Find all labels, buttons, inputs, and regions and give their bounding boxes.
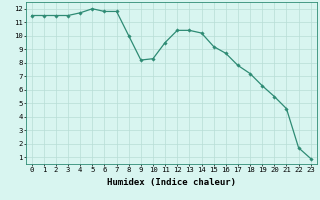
X-axis label: Humidex (Indice chaleur): Humidex (Indice chaleur) (107, 178, 236, 187)
